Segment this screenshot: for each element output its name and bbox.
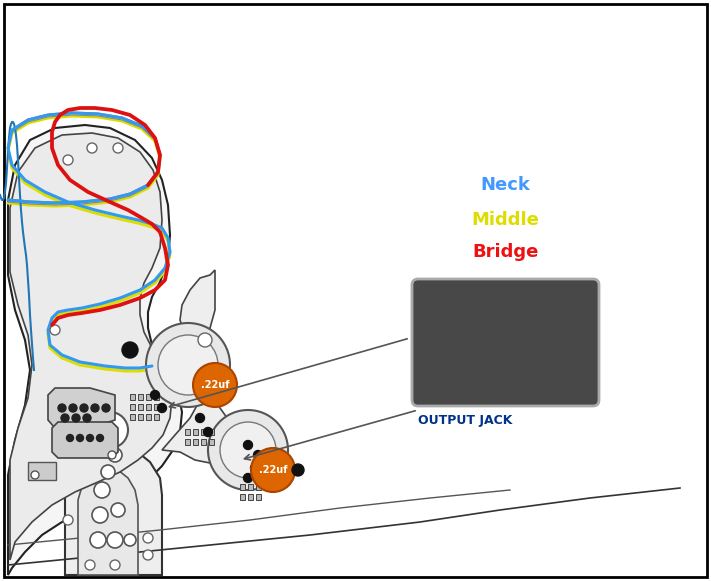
Circle shape	[143, 550, 153, 560]
Circle shape	[254, 450, 262, 460]
Circle shape	[87, 435, 94, 442]
Bar	[130, 394, 135, 400]
Bar	[240, 494, 245, 500]
Polygon shape	[10, 133, 172, 560]
Bar	[154, 414, 159, 420]
FancyBboxPatch shape	[412, 279, 599, 406]
Circle shape	[111, 503, 125, 517]
Circle shape	[31, 471, 39, 479]
Bar	[185, 429, 190, 435]
Circle shape	[102, 404, 110, 412]
Bar	[138, 394, 143, 400]
Polygon shape	[65, 445, 162, 575]
Text: Middle: Middle	[471, 211, 540, 229]
Circle shape	[151, 390, 159, 400]
Bar	[138, 414, 143, 420]
Polygon shape	[8, 125, 182, 575]
Circle shape	[113, 143, 123, 153]
Bar	[240, 484, 245, 490]
Circle shape	[110, 560, 120, 570]
Text: Bridge: Bridge	[472, 243, 539, 261]
Circle shape	[243, 474, 252, 482]
Bar	[154, 404, 159, 410]
Bar	[201, 429, 206, 435]
Circle shape	[143, 533, 153, 543]
Circle shape	[87, 143, 97, 153]
Circle shape	[85, 560, 95, 570]
Bar	[256, 494, 261, 500]
Circle shape	[243, 440, 252, 450]
Circle shape	[203, 428, 213, 436]
Bar	[146, 394, 151, 400]
Bar	[130, 404, 135, 410]
Circle shape	[97, 435, 104, 442]
Circle shape	[72, 414, 80, 422]
Circle shape	[292, 464, 304, 476]
Text: WHITE WIRE FROM
OUTPUT JACK: WHITE WIRE FROM OUTPUT JACK	[418, 322, 550, 352]
Polygon shape	[52, 422, 118, 458]
Circle shape	[91, 404, 99, 412]
Circle shape	[58, 404, 66, 412]
Circle shape	[196, 414, 205, 422]
Circle shape	[158, 335, 218, 395]
Bar	[193, 439, 198, 445]
Circle shape	[108, 451, 116, 459]
Circle shape	[158, 403, 166, 413]
Bar	[201, 439, 206, 445]
Circle shape	[90, 532, 106, 548]
Circle shape	[92, 412, 128, 448]
Circle shape	[50, 325, 60, 335]
Bar	[209, 439, 214, 445]
Circle shape	[108, 448, 122, 462]
Bar	[130, 414, 135, 420]
Circle shape	[69, 404, 77, 412]
Circle shape	[80, 404, 88, 412]
Bar	[146, 404, 151, 410]
Circle shape	[77, 435, 83, 442]
Circle shape	[198, 333, 212, 347]
Circle shape	[193, 363, 237, 407]
Circle shape	[67, 435, 73, 442]
Bar	[185, 439, 190, 445]
Bar	[138, 404, 143, 410]
Text: .22uf: .22uf	[259, 465, 287, 475]
Bar	[209, 429, 214, 435]
Polygon shape	[162, 270, 235, 463]
Polygon shape	[48, 388, 115, 428]
Circle shape	[251, 448, 295, 492]
Circle shape	[61, 414, 69, 422]
Circle shape	[94, 482, 110, 498]
Bar	[193, 429, 198, 435]
Bar	[248, 484, 253, 490]
Text: BLACK WIRE  FROM
OUTPUT JACK: BLACK WIRE FROM OUTPUT JACK	[418, 397, 555, 427]
Circle shape	[92, 507, 108, 523]
Circle shape	[122, 342, 138, 358]
Text: .22uf: .22uf	[201, 380, 229, 390]
Text: Neck: Neck	[481, 176, 530, 194]
Circle shape	[101, 465, 115, 479]
Circle shape	[220, 422, 276, 478]
Circle shape	[146, 323, 230, 407]
Polygon shape	[78, 468, 138, 575]
Circle shape	[208, 410, 288, 490]
Bar	[146, 414, 151, 420]
Bar	[154, 394, 159, 400]
Circle shape	[124, 534, 136, 546]
Circle shape	[250, 464, 260, 472]
Bar	[248, 494, 253, 500]
Bar	[28, 462, 56, 480]
Circle shape	[63, 515, 73, 525]
Circle shape	[107, 532, 123, 548]
Circle shape	[63, 155, 73, 165]
Bar	[256, 484, 261, 490]
Circle shape	[83, 414, 91, 422]
